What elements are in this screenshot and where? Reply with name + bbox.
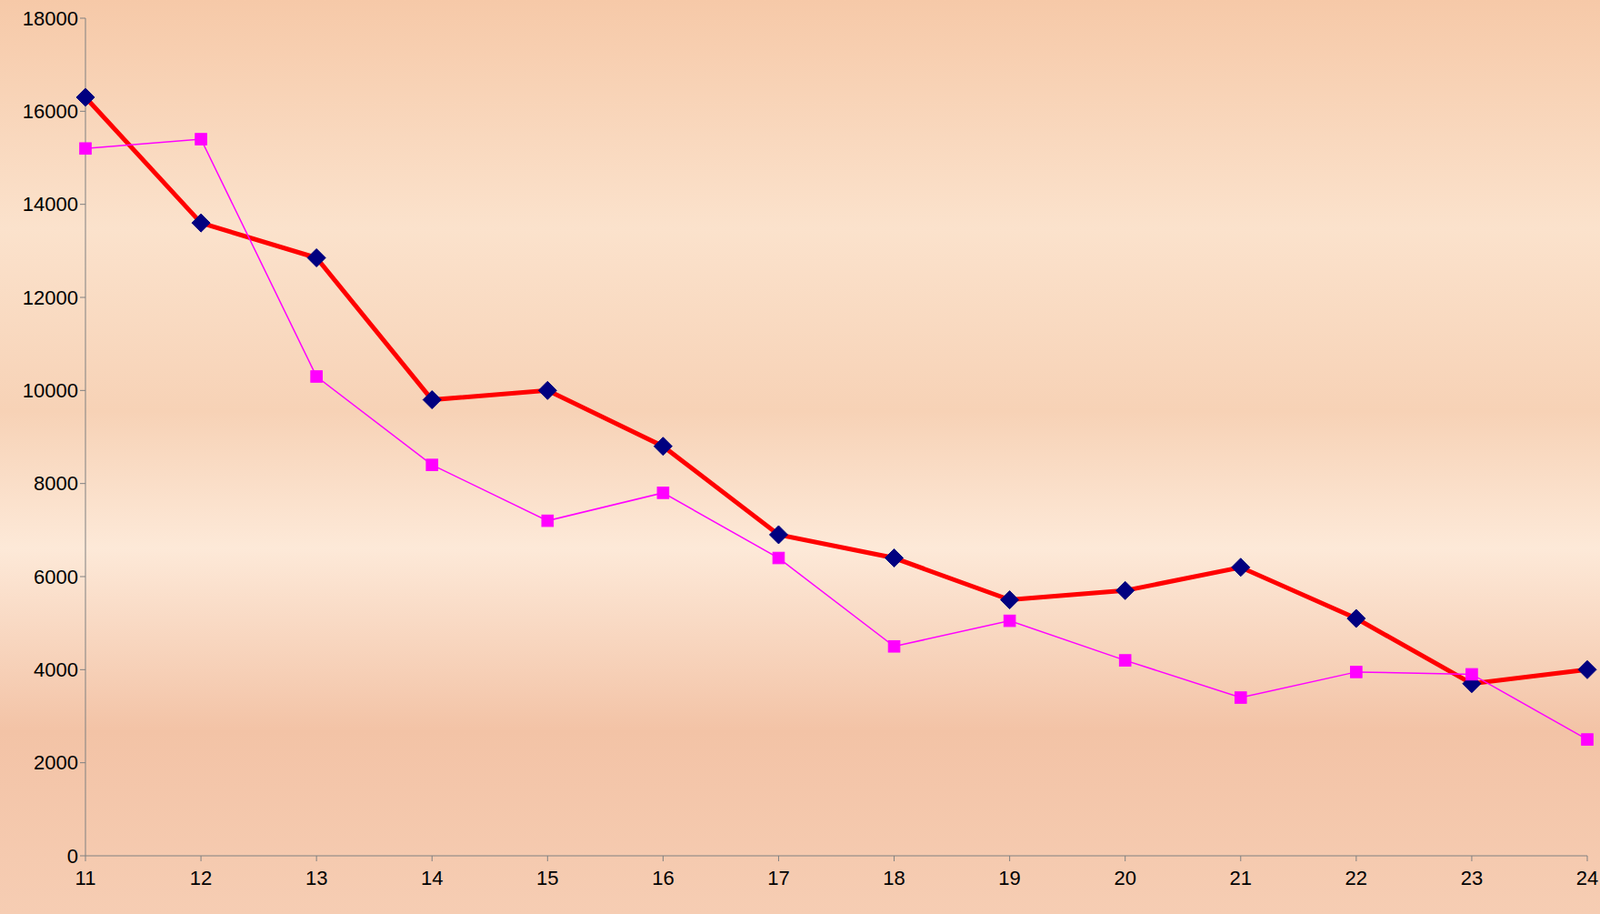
- svg-text:22: 22: [1345, 866, 1368, 890]
- svg-text:6000: 6000: [33, 565, 79, 589]
- svg-text:15: 15: [536, 866, 559, 890]
- svg-text:10000: 10000: [22, 379, 79, 402]
- svg-text:12: 12: [190, 866, 212, 890]
- svg-text:18000: 18000: [22, 7, 79, 30]
- svg-text:16000: 16000: [22, 100, 79, 123]
- svg-text:4000: 4000: [33, 658, 79, 681]
- svg-text:16: 16: [651, 866, 674, 890]
- svg-text:13: 13: [305, 866, 328, 890]
- svg-text:20: 20: [1113, 866, 1136, 890]
- svg-text:14: 14: [420, 866, 443, 890]
- svg-text:14000: 14000: [22, 192, 79, 216]
- svg-text:23: 23: [1460, 866, 1483, 890]
- svg-text:2000: 2000: [33, 750, 79, 774]
- svg-text:19: 19: [998, 866, 1020, 890]
- svg-text:11: 11: [75, 866, 97, 890]
- svg-text:24: 24: [1576, 866, 1599, 890]
- svg-text:21: 21: [1230, 866, 1252, 890]
- svg-text:17: 17: [767, 866, 790, 890]
- svg-text:8000: 8000: [33, 471, 79, 495]
- svg-text:18: 18: [882, 866, 905, 890]
- svg-text:12000: 12000: [22, 286, 79, 310]
- svg-text:0: 0: [67, 844, 79, 868]
